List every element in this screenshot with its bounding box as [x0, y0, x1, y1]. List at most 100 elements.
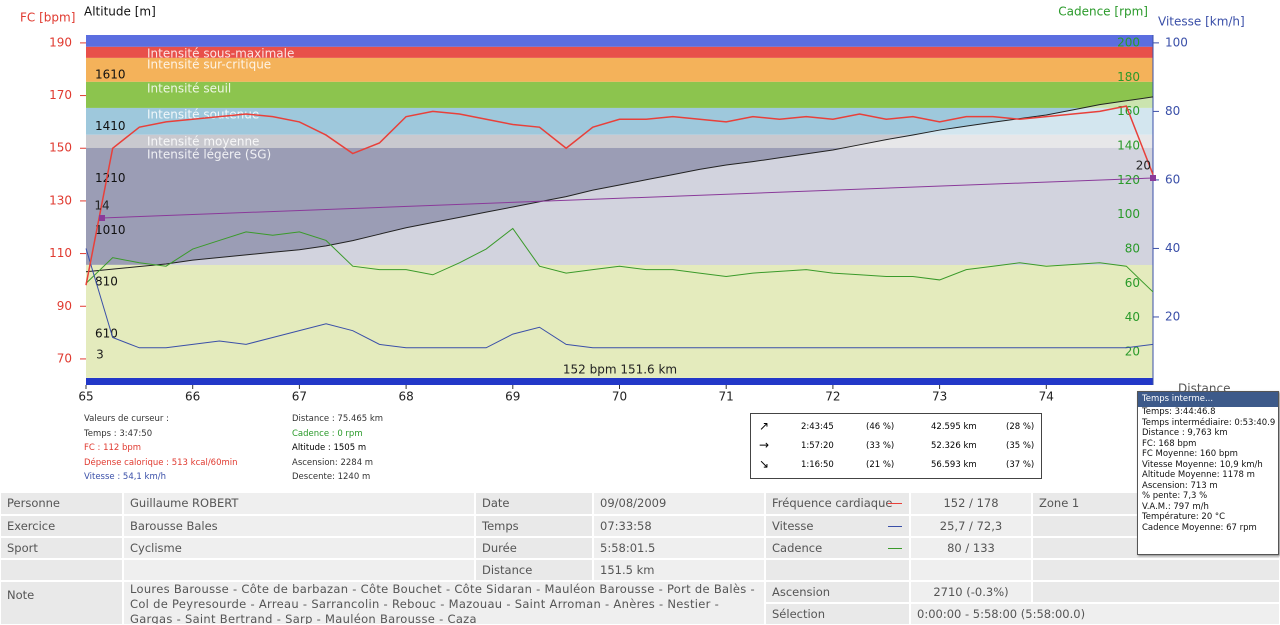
empty-cell [765, 559, 910, 581]
cadence-line [85, 227, 1154, 293]
zone-label: Intensité sous-maximale [147, 46, 294, 60]
altitude-tick-label: 1410 [95, 119, 126, 133]
tooltip-line: FC Moyenne: 160 bpm [1142, 449, 1238, 459]
slope-icon: ↗ [759, 419, 770, 433]
label: Fréquence cardiaque [765, 492, 910, 515]
fc-tick-label: 70 [57, 351, 72, 365]
fc-line [85, 105, 1154, 286]
temperature-line [101, 177, 1154, 219]
cursor-value: Cadence : 0 rpm [292, 428, 363, 439]
cadence-tick-label: 80 [1125, 242, 1140, 256]
label: Distance [475, 559, 593, 581]
tooltip-line: Température: 20 °C [1142, 512, 1226, 522]
vitesse-tick-label: 100 [1165, 35, 1188, 49]
fc-tick-label: 170 [49, 88, 72, 102]
cadence-tick-label: 60 [1125, 276, 1140, 290]
legend-swatch [888, 526, 902, 527]
altitude-area [156, 96, 1153, 265]
cadence-axis-label: Cadence [rpm] [1058, 5, 1148, 19]
zone-label: Intensité moyenne [147, 134, 259, 148]
tooltip-line: % pente: 7,3 % [1142, 491, 1208, 501]
label: Note [0, 581, 123, 625]
cursor-value: Valeurs de curseur : [84, 414, 169, 424]
cursor-value: Temps : 3:47:50 [84, 428, 153, 439]
cursor-value: Altitude : 1505 m [292, 443, 367, 453]
value: 09/08/2009 [593, 492, 765, 515]
slope-value: (33 %) [866, 441, 895, 451]
altitude-axis-label: Altitude [m] [84, 5, 156, 19]
value: Cyclisme [123, 537, 475, 559]
slope-value: (46 %) [866, 422, 895, 432]
zone-label: Intensité sur-critique [147, 57, 271, 71]
tooltip-line: Vitesse Moyenne: 10,9 km/h [1142, 459, 1263, 470]
slope-value: 2:43:45 [801, 422, 834, 432]
x-tick-label: 65 [78, 390, 93, 404]
cursor-label: 3 [96, 348, 104, 362]
tooltip-window[interactable]: Temps interme... Temps: 3:44:46.8 Temps i… [1137, 391, 1279, 555]
label: Exercice [0, 515, 123, 537]
tooltip-line: Temps intermédiaire: 0:53:40.9 [1142, 417, 1276, 428]
label: Vitesse [765, 515, 910, 537]
cursor-left: Valeurs de curseur : Temps : 3:47:50 FC … [84, 412, 238, 485]
value: 80 / 133 [910, 537, 1032, 559]
slope-icon: ↘ [759, 457, 770, 471]
label: Temps [475, 515, 593, 537]
tooltip-line: Cadence Moyenne: 67 rpm [1142, 522, 1257, 533]
zone-label: Intensité soutenue [147, 107, 259, 121]
slope-table: ↗ 2:43:45 (46 %) 42.595 km (28 %) → 1:57:20 (33… [750, 413, 1042, 479]
label: Durée [475, 537, 593, 559]
zone [86, 46, 1153, 58]
cursor-value: Distance : 75.465 km [292, 414, 384, 424]
slope-value: (28 %) [1006, 422, 1035, 432]
fc-tick-label: 130 [49, 193, 72, 207]
empty-cell [1032, 581, 1280, 603]
label: Cadence [765, 537, 910, 559]
label-text: Cadence [772, 541, 823, 555]
cursor-value: Vitesse : 54,1 km/h [84, 472, 166, 482]
slope-value: 52.326 km [931, 441, 977, 451]
x-tick-label: 73 [932, 390, 947, 404]
empty-cell [910, 559, 1032, 581]
label: Ascension [765, 581, 910, 603]
slope-value: 42.595 km [931, 422, 977, 432]
tooltip-line: V.A.M.: 797 m/h [1142, 501, 1209, 512]
cursor-value: Descente: 1240 m [292, 472, 371, 482]
temperature-label: 20 [1136, 159, 1151, 173]
fc-tick-label: 150 [49, 141, 72, 155]
note: Loures Barousse - Côte de barbazan - Côt… [123, 581, 765, 625]
cadence-tick-label: 180 [1117, 70, 1140, 84]
tooltip-line: Ascension: 713 m [1142, 480, 1218, 491]
x-tick-label: 68 [398, 390, 413, 404]
label: Sport [0, 537, 123, 559]
temperature-marker [1150, 175, 1156, 181]
slope-value: 1:57:20 [801, 441, 834, 451]
slope-value: 56.593 km [931, 460, 977, 470]
temperature-marker [99, 215, 106, 221]
x-tick-label: 70 [612, 390, 627, 404]
value: Barousse Bales [123, 515, 475, 537]
x-tick-label: 72 [825, 390, 840, 404]
zone-label: Intensité légère (SG) [147, 147, 271, 161]
tooltip-title: Temps interme... [1138, 392, 1278, 407]
vitesse-tick-label: 60 [1165, 172, 1180, 186]
cursor-middle: Distance : 75.465 km Cadence : 0 rpm Alt… [292, 412, 383, 485]
temperature-label: 14 [94, 199, 109, 213]
value: 07:33:58 [593, 515, 765, 537]
x-tick-label: 74 [1039, 390, 1054, 404]
label: Date [475, 492, 593, 515]
label-text: Fréquence cardiaque [772, 496, 893, 510]
altitude-tick-label: 1210 [95, 171, 126, 185]
vitesse-tick-label: 80 [1165, 104, 1180, 118]
value: 0:00:00 - 5:58:00 (5:58:00.0) [910, 603, 1280, 625]
empty-cell [0, 559, 123, 581]
empty-cell [1032, 559, 1280, 581]
x-axis-bar [86, 378, 1153, 385]
chart: FC [bpm] Altitude [m] Cadence [rpm] Vite… [20, 5, 1245, 404]
slope-value: 1:16:50 [801, 460, 834, 470]
value: 151.5 km [593, 559, 765, 581]
x-tick-label: 71 [719, 390, 734, 404]
label: Personne [0, 492, 123, 515]
vitesse-axis-label: Vitesse [km/h] [1158, 15, 1245, 29]
slope-value: (37 %) [1006, 460, 1035, 470]
